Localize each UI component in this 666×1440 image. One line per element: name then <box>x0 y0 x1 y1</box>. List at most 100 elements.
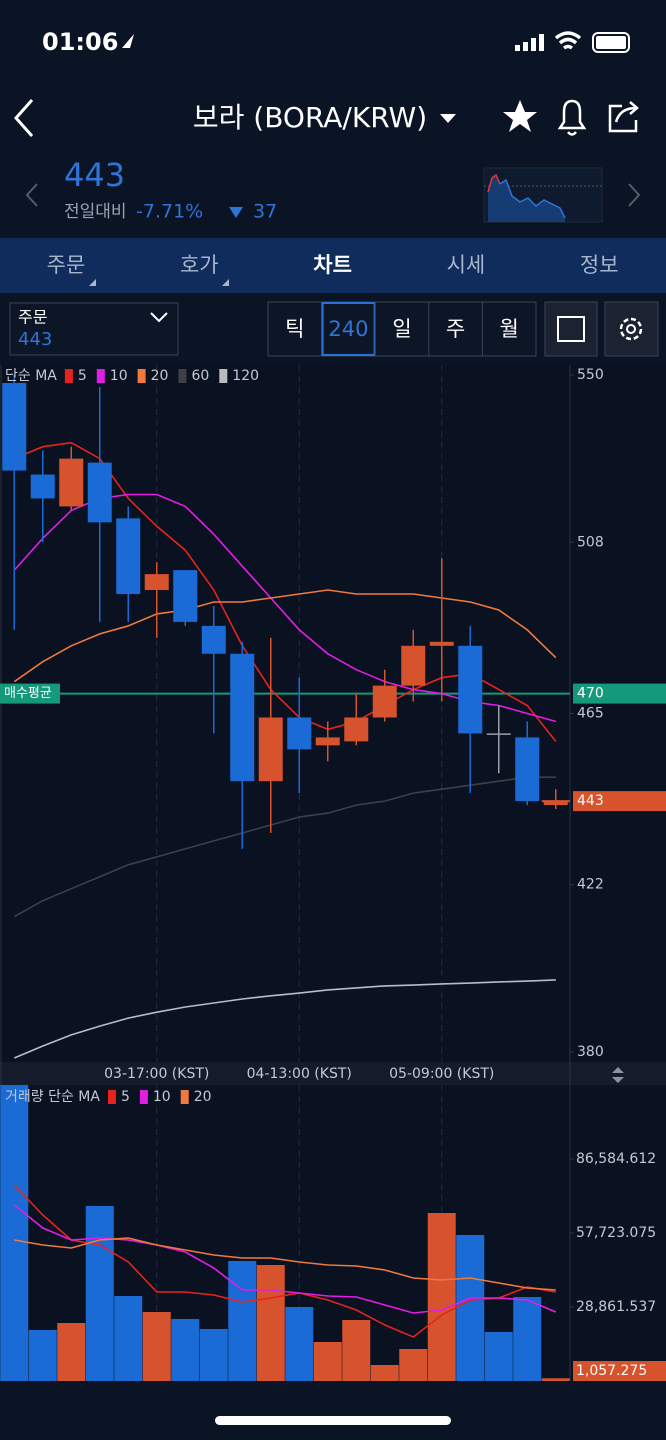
candle-body <box>201 625 226 654</box>
volume-bar <box>484 1332 513 1381</box>
legend-swatch <box>107 1090 116 1104</box>
x-tick-label: 04-13:00 (KST) <box>247 1066 352 1082</box>
interval-option[interactable]: 240 <box>328 317 368 341</box>
y-tick-label: 380 <box>577 1044 604 1060</box>
prev-coin[interactable] <box>25 183 38 207</box>
volume-bar <box>342 1320 371 1381</box>
volume-ma-line <box>14 1237 556 1291</box>
x-tick-label: 03-17:00 (KST) <box>104 1066 209 1082</box>
candle-body <box>87 462 112 523</box>
order-label: 주문 <box>18 308 47 327</box>
battery-level <box>596 36 626 49</box>
y-tick-label: 57,723.075 <box>576 1225 656 1241</box>
settings-gear-hole <box>626 324 636 334</box>
volume-bar <box>313 1342 342 1381</box>
share-button[interactable] <box>608 101 639 133</box>
candle-body <box>486 733 511 735</box>
interval-option[interactable]: 틱 <box>285 317 304 341</box>
next-coin[interactable] <box>628 183 641 207</box>
candle-body <box>116 518 141 595</box>
avg-buy-tag <box>573 683 666 704</box>
legend-swatch <box>96 369 105 383</box>
y-tick-label: 550 <box>577 367 604 383</box>
title-dropdown[interactable] <box>440 114 456 123</box>
legend-swatch <box>139 1090 148 1104</box>
candle-body <box>173 570 198 622</box>
volume-bar <box>142 1312 171 1381</box>
volume-bar <box>85 1206 114 1381</box>
signal-icon <box>515 34 544 51</box>
x-tick-label: 05-09:00 (KST) <box>389 1066 494 1082</box>
status-time: 01:06 <box>42 28 118 56</box>
back-button[interactable] <box>13 99 34 137</box>
volume-bar <box>57 1323 86 1381</box>
interval-selector <box>267 301 537 357</box>
alert-button[interactable] <box>557 99 587 136</box>
volume-bar <box>199 1329 228 1381</box>
avg-buy-value: 470 <box>577 686 604 702</box>
legend-title: 단순 MA <box>5 368 57 384</box>
candle-body <box>458 645 483 734</box>
volume-bar <box>541 1378 570 1381</box>
candle-body <box>30 474 55 499</box>
candle-body <box>59 458 84 507</box>
mini-chart-line-up <box>487 173 501 193</box>
settings-button[interactable] <box>604 301 659 357</box>
volume-plot <box>0 1085 570 1381</box>
candle-body <box>372 685 397 718</box>
ma-line <box>13 979 556 1059</box>
candle-body <box>401 645 426 686</box>
location-icon <box>122 34 134 48</box>
current-price: 443 <box>64 156 125 194</box>
tab[interactable]: 차트 <box>313 253 352 277</box>
settings-gear <box>619 317 643 341</box>
tab-corner <box>222 279 229 286</box>
candle-body <box>287 717 312 750</box>
time-axis <box>0 1062 666 1085</box>
resize-handle[interactable] <box>612 1067 624 1083</box>
favorite-button[interactable] <box>503 100 537 132</box>
volume-bar <box>427 1213 456 1381</box>
volume-bar <box>114 1296 143 1381</box>
volume-bar <box>456 1235 485 1381</box>
volume-value-label: 1,057.275 <box>576 1363 647 1379</box>
volume-bar <box>256 1265 285 1381</box>
dropdown-chevron <box>150 312 168 323</box>
legend-swatch <box>137 369 146 383</box>
volume-bar <box>513 1297 542 1381</box>
tab[interactable]: 호가 <box>180 253 219 277</box>
volume-bar <box>370 1365 399 1381</box>
tab[interactable]: 시세 <box>447 253 486 277</box>
volume-tag <box>573 1361 666 1381</box>
change-percent: -7.71% <box>136 201 203 223</box>
interval-option[interactable]: 일 <box>392 317 411 341</box>
legend-swatch <box>178 369 187 383</box>
interval-selected <box>321 302 376 356</box>
legend-label: 60 <box>191 368 209 384</box>
legend-label: 5 <box>121 1089 130 1105</box>
change-amount: 37 <box>253 201 277 223</box>
layout-button[interactable] <box>544 301 598 357</box>
down-arrow <box>229 207 243 218</box>
legend-title: 거래량 단순 MA <box>5 1089 100 1105</box>
ma-line <box>13 776 556 918</box>
page-title[interactable]: 보라 (BORA/KRW) <box>193 101 427 134</box>
candle-body <box>315 737 340 746</box>
wifi-icon <box>554 31 582 50</box>
volume-bar <box>228 1261 257 1381</box>
candle-body <box>230 653 255 782</box>
mini-chart-line-down <box>499 178 566 219</box>
tab[interactable]: 주문 <box>47 253 86 277</box>
volume-bar <box>28 1330 57 1381</box>
home-indicator <box>215 1416 451 1425</box>
order-dropdown[interactable] <box>9 302 179 356</box>
volume-bar <box>399 1349 428 1381</box>
layout-icon <box>557 316 585 342</box>
y-tick-label: 86,584.612 <box>576 1151 656 1167</box>
candle-body <box>344 717 369 742</box>
tab[interactable]: 정보 <box>580 253 619 277</box>
interval-option[interactable]: 월 <box>500 317 519 341</box>
interval-option[interactable]: 주 <box>446 317 465 341</box>
legend-label: 20 <box>194 1089 212 1105</box>
